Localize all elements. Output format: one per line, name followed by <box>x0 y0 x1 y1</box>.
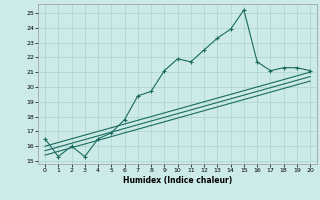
X-axis label: Humidex (Indice chaleur): Humidex (Indice chaleur) <box>123 176 232 185</box>
